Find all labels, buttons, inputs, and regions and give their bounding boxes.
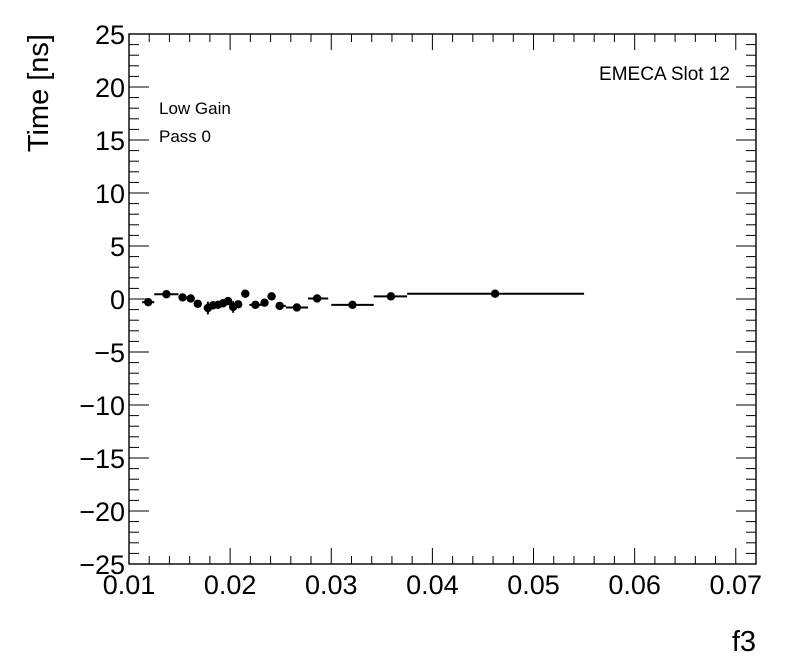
y-axis-title: Time [ns] bbox=[23, 34, 55, 152]
data-point bbox=[223, 296, 233, 306]
data-point bbox=[186, 294, 195, 303]
point-marker bbox=[162, 290, 171, 299]
point-marker bbox=[275, 301, 284, 311]
data-point bbox=[249, 300, 262, 310]
point-marker bbox=[260, 298, 269, 307]
point-marker bbox=[178, 293, 187, 302]
y-tick-label: −15 bbox=[79, 444, 125, 474]
y-tick-label: −5 bbox=[94, 338, 125, 368]
point-marker bbox=[312, 294, 322, 303]
point-marker bbox=[292, 303, 302, 312]
x-tick-label: 0.03 bbox=[305, 570, 358, 600]
y-tick-label: 10 bbox=[95, 179, 125, 209]
point-marker bbox=[490, 289, 500, 298]
x-tick-label: 0.02 bbox=[204, 570, 257, 600]
point-marker bbox=[186, 294, 195, 303]
x-tick-label: 0.07 bbox=[709, 570, 762, 600]
point-marker bbox=[144, 297, 153, 307]
x-tick-label: 0.01 bbox=[103, 570, 156, 600]
data-point bbox=[154, 290, 179, 299]
point-marker bbox=[223, 296, 233, 306]
data-point bbox=[178, 293, 187, 302]
y-tick-label: 0 bbox=[110, 285, 125, 315]
point-marker bbox=[193, 299, 202, 308]
data-points bbox=[142, 289, 585, 315]
point-marker bbox=[234, 300, 243, 309]
data-point bbox=[234, 300, 243, 309]
data-point bbox=[407, 289, 585, 298]
data-point bbox=[193, 299, 202, 308]
point-marker bbox=[348, 300, 357, 310]
data-point bbox=[260, 298, 269, 307]
data-point bbox=[331, 300, 374, 310]
y-tick-label: 25 bbox=[95, 20, 125, 50]
x-tick-label: 0.04 bbox=[406, 570, 459, 600]
y-tick-label: 15 bbox=[95, 126, 125, 156]
point-marker bbox=[251, 300, 260, 310]
y-tick-label: −20 bbox=[79, 497, 125, 527]
x-tick-label: 0.06 bbox=[608, 570, 661, 600]
data-point bbox=[241, 289, 250, 298]
data-point bbox=[373, 292, 408, 301]
data-point bbox=[307, 294, 329, 303]
slot-annotation: EMECA Slot 12 bbox=[599, 64, 730, 85]
axis-ticks bbox=[128, 33, 757, 565]
y-tick-label: −25 bbox=[79, 550, 125, 580]
y-tick-label: 5 bbox=[110, 232, 125, 262]
pass-annotation: Pass 0 bbox=[159, 127, 211, 146]
y-tick-label: −10 bbox=[79, 391, 125, 421]
y-tick-label: 20 bbox=[95, 73, 125, 103]
data-point bbox=[275, 301, 286, 311]
point-marker bbox=[241, 289, 250, 298]
x-tick-label: 0.05 bbox=[507, 570, 560, 600]
point-marker bbox=[267, 292, 276, 301]
point-marker bbox=[386, 292, 396, 301]
x-axis-title: f3 bbox=[732, 626, 756, 658]
gain-annotation: Low Gain bbox=[159, 99, 231, 118]
data-point bbox=[285, 303, 308, 312]
tick-labels: 0.01 0.02 0.03 0.04 0.05 0.06 0.07 25 20 15 10 5 0 −5… bbox=[79, 20, 762, 600]
plot-frame bbox=[128, 33, 757, 565]
data-point bbox=[142, 297, 155, 307]
data-point bbox=[267, 292, 276, 301]
